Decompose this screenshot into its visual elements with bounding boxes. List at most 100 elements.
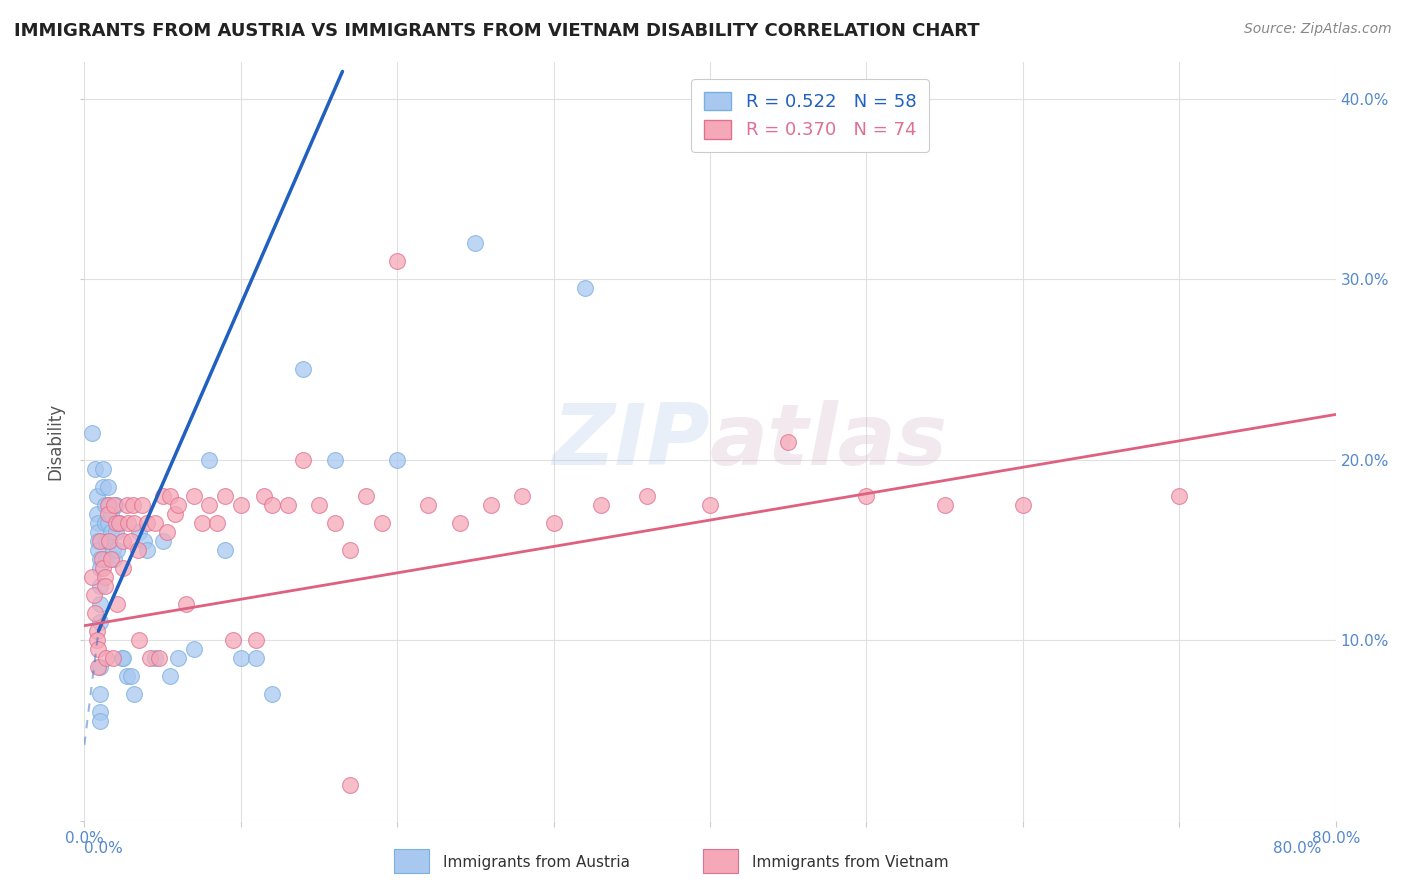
Point [98,533,121,548]
Point [91,461,114,475]
Point [214,542,236,557]
Point [104,498,127,512]
Point [214,489,236,503]
Point [86,489,108,503]
Point [292,362,315,376]
Point [143,651,166,665]
Point [87,524,110,539]
Point [198,498,221,512]
Point [229,498,252,512]
Point [105,597,128,611]
Point [543,516,565,530]
Point [93,579,115,593]
Point [245,633,267,648]
Point [98,498,121,512]
Point [190,516,212,530]
Point [778,434,800,449]
Text: IMMIGRANTS FROM AUSTRIA VS IMMIGRANTS FROM VIETNAM DISABILITY CORRELATION CHART: IMMIGRANTS FROM AUSTRIA VS IMMIGRANTS FR… [14,22,980,40]
Point [97,516,120,530]
Point [87,542,110,557]
Bar [394,849,429,873]
Point [103,552,125,566]
Legend: R = 0.522   N = 58, R = 0.370   N = 74: R = 0.522 N = 58, R = 0.370 N = 74 [692,79,929,152]
Point [323,452,346,467]
Point [385,452,409,467]
Point [111,651,134,665]
Point [84,606,107,620]
Point [339,778,361,792]
Point [128,633,150,648]
Point [89,706,111,720]
Point [86,507,108,521]
Point [574,281,596,295]
Point [449,516,471,530]
Point [124,516,146,530]
Text: 0.0%: 0.0% [84,840,124,855]
Point [354,489,377,503]
Point [1168,489,1191,503]
Point [479,498,502,512]
Point [253,489,276,503]
Point [89,714,111,729]
Point [89,561,111,575]
Point [156,524,179,539]
Point [105,542,128,557]
Point [89,552,111,566]
Point [855,489,877,503]
Bar [703,849,738,873]
Point [418,498,440,512]
Point [292,452,315,467]
Point [96,552,118,566]
Point [128,524,150,539]
Text: Source: ZipAtlas.com: Source: ZipAtlas.com [1244,22,1392,37]
Point [370,516,392,530]
Point [100,507,122,521]
Point [120,669,142,683]
Point [183,642,205,657]
Point [87,516,110,530]
Point [83,588,105,602]
Point [104,524,127,539]
Point [97,480,120,494]
Point [121,498,143,512]
Point [132,533,155,548]
Point [87,660,110,674]
Text: atlas: atlas [710,400,948,483]
Point [159,669,181,683]
Point [198,452,221,467]
Point [107,516,129,530]
Point [112,651,135,665]
Point [637,489,659,503]
Point [124,687,146,701]
Point [934,498,956,512]
Point [82,570,104,584]
Text: Immigrants from Vietnam: Immigrants from Vietnam [752,855,949,870]
Point [86,624,108,639]
Point [152,489,174,503]
Text: ZIP: ZIP [553,400,710,483]
Point [167,651,190,665]
Point [96,651,118,665]
Point [131,498,153,512]
Point [136,542,159,557]
Point [90,552,112,566]
Point [127,542,149,557]
Point [308,498,330,512]
Point [589,498,612,512]
Point [93,570,115,584]
Point [152,533,174,548]
Point [89,533,111,548]
Point [277,498,299,512]
Point [87,533,110,548]
Point [93,516,115,530]
Point [148,651,170,665]
Point [229,651,252,665]
Point [98,533,121,548]
Point [91,480,114,494]
Point [97,498,120,512]
Point [512,489,534,503]
Point [385,254,409,268]
Point [101,651,124,665]
Point [89,579,111,593]
Point [97,507,120,521]
